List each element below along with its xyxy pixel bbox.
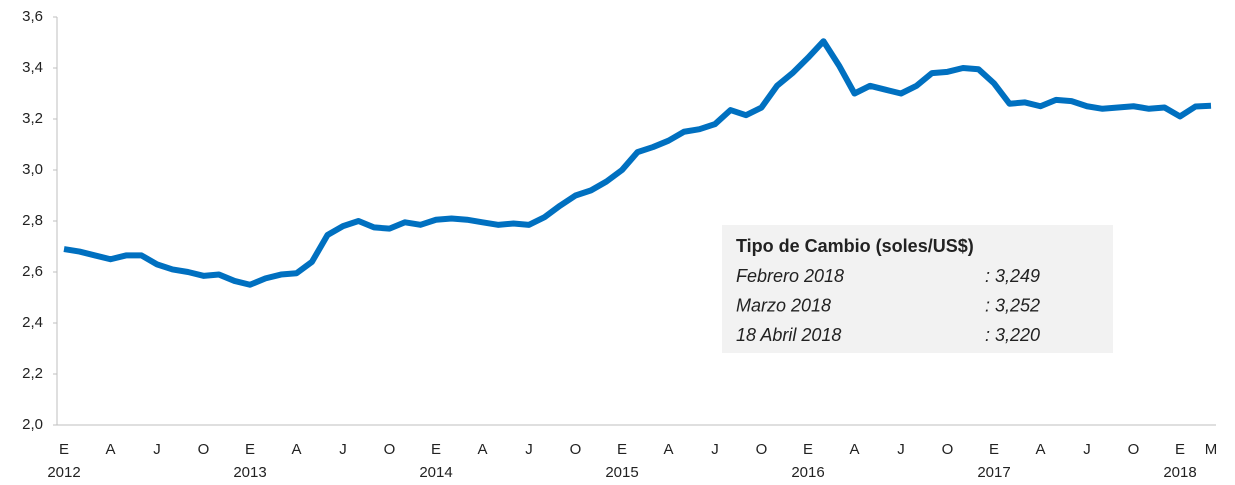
x-tick-label: E — [803, 441, 813, 458]
annotation-value: : 3,220 — [985, 325, 1040, 345]
y-tick-label: 3,0 — [22, 161, 43, 178]
year-label: 2014 — [419, 464, 452, 481]
x-tick-label: M — [1205, 441, 1218, 458]
x-tick-label: O — [198, 441, 210, 458]
x-tick-label: J — [339, 441, 347, 458]
annotation: Tipo de Cambio (soles/US$) Febrero 2018:… — [736, 236, 1040, 345]
annotation-label: 18 Abril 2018 — [736, 325, 841, 345]
x-tick-label: A — [477, 441, 487, 458]
annotation-value: : 3,249 — [985, 266, 1040, 286]
x-tick-label: O — [384, 441, 396, 458]
x-tick-label: O — [1128, 441, 1140, 458]
x-tick-label: J — [153, 441, 161, 458]
x-tick-label: E — [245, 441, 255, 458]
annotation-title: Tipo de Cambio (soles/US$) — [736, 236, 974, 256]
x-tick-label: J — [711, 441, 719, 458]
y-tick-label: 2,2 — [22, 365, 43, 382]
year-label: 2016 — [791, 464, 824, 481]
year-label: 2015 — [605, 464, 638, 481]
annotation-box — [722, 225, 1113, 353]
x-tick-label: J — [1083, 441, 1091, 458]
x-tick-label: E — [1175, 441, 1185, 458]
y-tick-label: 2,6 — [22, 263, 43, 280]
x-tick-label: A — [849, 441, 859, 458]
x-tick-label: A — [663, 441, 673, 458]
year-label: 2013 — [233, 464, 266, 481]
y-tick-label: 2,8 — [22, 212, 43, 229]
y-tick-label: 3,4 — [22, 59, 43, 76]
annotation-label: Febrero 2018 — [736, 266, 844, 286]
line — [63, 38, 1212, 288]
x-tick-label: O — [942, 441, 954, 458]
x-tick-label: E — [617, 441, 627, 458]
x-tick-label: O — [756, 441, 768, 458]
y-tick-label: 3,6 — [22, 8, 43, 25]
y-tick-label: 2,4 — [22, 314, 43, 331]
x-tick-label: A — [291, 441, 301, 458]
x-tick-label: E — [59, 441, 69, 458]
annotation-label: Marzo 2018 — [736, 295, 831, 315]
x-tick-label: J — [525, 441, 533, 458]
annotation-value: : 3,252 — [985, 295, 1040, 315]
year-label: 2017 — [977, 464, 1010, 481]
x-tick-label: E — [431, 441, 441, 458]
x-tick-label: O — [570, 441, 582, 458]
y-tick-label: 3,2 — [22, 110, 43, 127]
year-label: 2012 — [47, 464, 80, 481]
x-tick-label: A — [105, 441, 115, 458]
x-tick-label: A — [1035, 441, 1045, 458]
year-label: 2018 — [1163, 464, 1196, 481]
y-tick-label: 2,0 — [22, 416, 43, 433]
x-tick-label: E — [989, 441, 999, 458]
x-tick-label: J — [897, 441, 905, 458]
